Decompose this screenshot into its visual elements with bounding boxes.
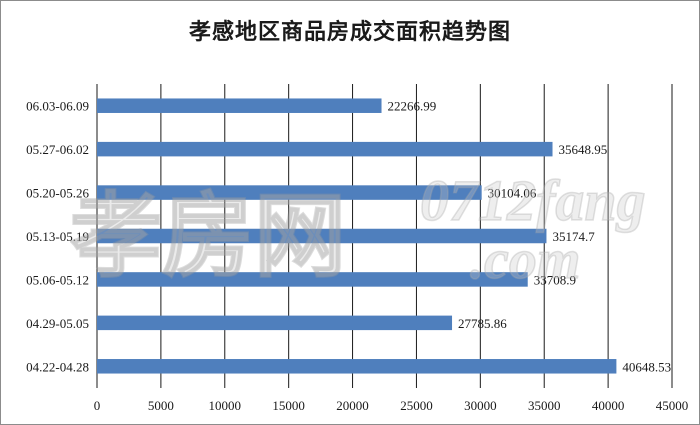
data-label: 22266.99 bbox=[388, 99, 437, 114]
category-labels: 06.03-06.09 05.27-06.02 05.20-05.26 05.13-0… bbox=[26, 99, 89, 375]
data-label: 27785.86 bbox=[458, 316, 507, 331]
bar bbox=[97, 315, 453, 331]
data-label: 35648.95 bbox=[559, 142, 608, 157]
x-tick-label: 10000 bbox=[209, 398, 242, 413]
bar bbox=[97, 359, 617, 374]
category-label: 06.03-06.09 bbox=[26, 99, 89, 114]
data-label: 35174.7 bbox=[552, 229, 595, 244]
category-label: 05.27-06.02 bbox=[26, 142, 89, 157]
bar bbox=[97, 228, 547, 244]
x-tick-label: 15000 bbox=[272, 398, 305, 413]
data-label: 33708.9 bbox=[534, 272, 576, 287]
bar bbox=[97, 185, 482, 200]
x-tick-label: 30000 bbox=[464, 398, 497, 413]
category-label: 04.29-05.05 bbox=[26, 316, 89, 331]
x-tick-label: 35000 bbox=[528, 398, 561, 413]
bar bbox=[97, 141, 553, 157]
x-tick-label: 0 bbox=[94, 398, 101, 413]
category-label: 05.13-05.19 bbox=[26, 229, 89, 244]
x-tick-labels: 0 5000 10000 15000 20000 25000 30000 35000 40000… bbox=[94, 398, 689, 413]
value-labels: 22266.99 35648.95 30104.06 35174.7 33708.9 27… bbox=[388, 99, 672, 375]
x-tick-label: 25000 bbox=[400, 398, 433, 413]
x-tick-label: 20000 bbox=[336, 398, 369, 413]
x-tick-label: 5000 bbox=[148, 398, 174, 413]
x-tick-label: 40000 bbox=[592, 398, 625, 413]
category-label: 05.20-05.26 bbox=[26, 186, 89, 201]
bar bbox=[97, 272, 528, 287]
category-label: 04.22-04.28 bbox=[26, 359, 89, 374]
data-label: 40648.53 bbox=[622, 359, 671, 374]
bar bbox=[97, 98, 382, 113]
chart-title: 孝感地区商品房成交面积趋势图 bbox=[188, 19, 511, 45]
x-tick-label: 45000 bbox=[656, 398, 689, 413]
category-label: 05.06-05.12 bbox=[26, 272, 89, 287]
data-label: 30104.06 bbox=[488, 186, 537, 201]
bars bbox=[97, 98, 617, 374]
